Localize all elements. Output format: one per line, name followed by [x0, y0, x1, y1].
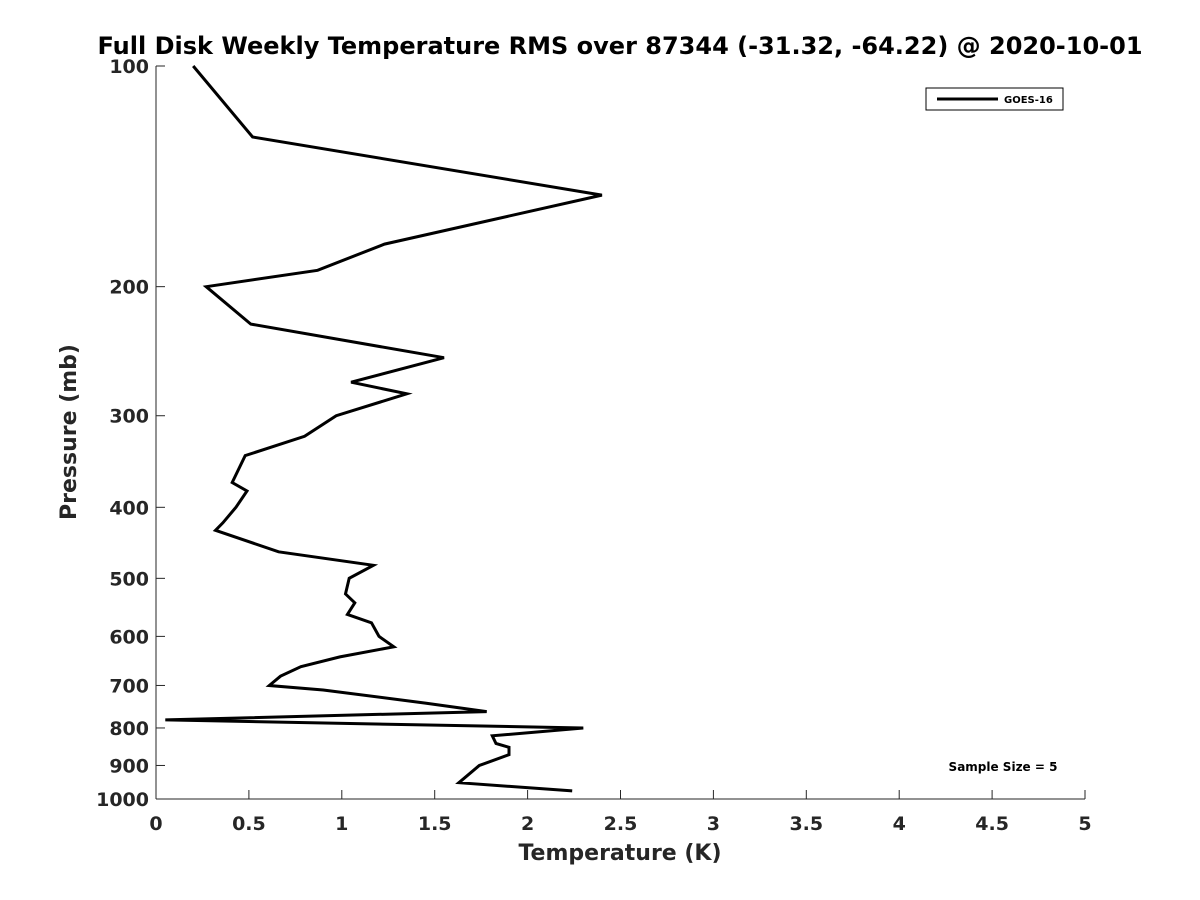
x-tick-label: 1.5	[418, 813, 452, 835]
x-tick-label: 2.5	[604, 813, 638, 835]
series-line-goes16	[165, 65, 603, 793]
y-tick-label: 900	[109, 755, 149, 777]
y-tick-label: 200	[109, 277, 149, 299]
x-tick-label: 0	[149, 813, 162, 835]
y-tick-label: 1000	[96, 789, 149, 811]
x-tick-label: 0.5	[232, 813, 266, 835]
chart-title: Full Disk Weekly Temperature RMS over 87…	[97, 32, 1142, 60]
x-tick-label: 2	[521, 813, 534, 835]
x-axis-label: Temperature (K)	[518, 841, 721, 866]
y-axis-label: Pressure (mb)	[57, 344, 82, 520]
legend: GOES-16	[925, 87, 1064, 111]
y-tick-label: 300	[109, 406, 149, 428]
x-tick-label: 3.5	[789, 813, 823, 835]
y-tick-label: 600	[109, 626, 149, 648]
y-tick-label: 800	[109, 718, 149, 740]
x-tick-label: 3	[707, 813, 720, 835]
y-tick-label: 700	[109, 675, 149, 697]
x-tick-label: 5	[1078, 813, 1091, 835]
x-tick-label: 4	[893, 813, 906, 835]
x-tick-label: 1	[335, 813, 348, 835]
y-tick-label: 500	[109, 568, 149, 590]
sample-size-annotation: Sample Size = 5	[949, 760, 1058, 774]
y-tick-label: 400	[109, 497, 149, 519]
x-tick-label: 4.5	[975, 813, 1009, 835]
y-tick-label: 100	[109, 56, 149, 78]
axes: 0 0.5 1 1.5 2 2.5 3 3.5 4 4.5 5 100 200 300 400 500 600 7…	[96, 56, 1092, 835]
legend-label: GOES-16	[1004, 95, 1053, 106]
plot-area	[165, 65, 603, 793]
